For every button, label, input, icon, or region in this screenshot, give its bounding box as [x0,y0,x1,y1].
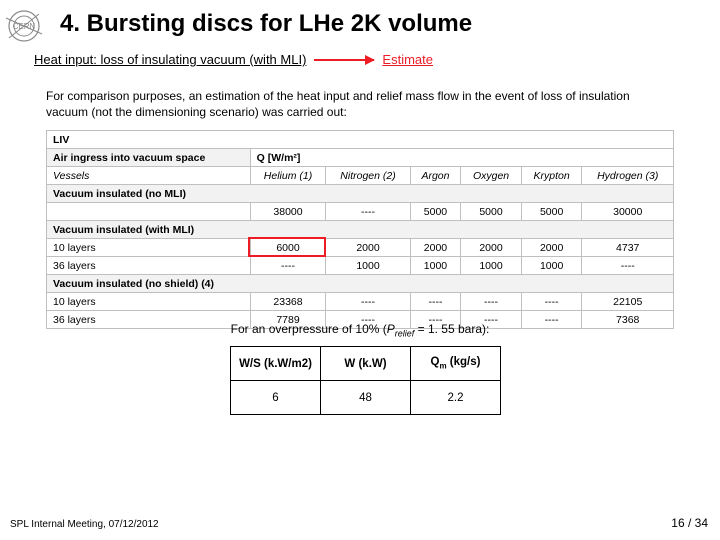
table-cell: ---- [410,293,461,311]
table-cell: ---- [250,257,326,275]
summary-cell: 2.2 [411,381,501,415]
cern-logo: CERN [4,6,44,46]
subtitle-text: Heat input: loss of insulating vacuum (w… [34,52,306,67]
table-cell: ---- [326,293,410,311]
table-row-label: 10 layers [47,239,251,257]
arrow-icon [314,59,374,61]
summary-table: W/S (k.W/m2)W (k.W)Qm (kg/s) 6482.2 [230,346,501,415]
table-cell: ---- [326,203,410,221]
table-cell: 1000 [521,257,582,275]
slide-title: 4. Bursting discs for LHe 2K volume [60,10,472,38]
table-cell: 5000 [410,203,461,221]
summary-cell: 6 [231,381,321,415]
svg-text:CERN: CERN [13,22,36,31]
overpressure-caption: For an overpressure of 10% (Prelief = 1.… [0,322,720,338]
table-cell: 1000 [326,257,410,275]
table-column-header: Vessels [47,167,251,185]
table-cell: 30000 [582,203,674,221]
table-cell: 2000 [326,239,410,257]
table-group-header: Vacuum insulated (no MLI) [47,185,674,203]
footer-right: 16 / 34 [671,516,708,530]
summary-header: W (k.W) [321,347,411,381]
table-cell: 38000 [250,203,326,221]
table-cell: 4737 [582,239,674,257]
table-row-label: 10 layers [47,293,251,311]
table-cell: 2000 [521,239,582,257]
table-group-header: Vacuum insulated (with MLI) [47,221,674,239]
table-liv-label: LIV [47,131,674,149]
overpressure-var: P [387,322,395,336]
table-cell: 6000 [250,239,326,257]
subtitle-row: Heat input: loss of insulating vacuum (w… [34,52,433,67]
table-cell: ---- [582,257,674,275]
summary-header: Qm (kg/s) [411,347,501,381]
overpressure-suffix: = 1. 55 bara): [414,322,489,336]
table-cell: 5000 [521,203,582,221]
summary-cell: 48 [321,381,411,415]
table-q-label: Q [W/m²] [250,149,673,167]
table-column-header: Krypton [521,167,582,185]
table-cell: 1000 [461,257,522,275]
data-table: LIVAir ingress into vacuum spaceQ [W/m²]… [46,130,674,329]
table-cell: ---- [521,293,582,311]
table-cell: 22105 [582,293,674,311]
table-column-header: Hydrogen (3) [582,167,674,185]
table-cell: 2000 [461,239,522,257]
overpressure-prefix: For an overpressure of 10% ( [231,322,387,336]
table-section-label: Air ingress into vacuum space [47,149,251,167]
table-column-header: Argon [410,167,461,185]
table-cell: ---- [461,293,522,311]
table-row-label: 36 layers [47,257,251,275]
table-column-header: Helium (1) [250,167,326,185]
estimate-label: Estimate [382,52,433,67]
summary-header: W/S (k.W/m2) [231,347,321,381]
table-group-header: Vacuum insulated (no shield) (4) [47,275,674,293]
intro-text: For comparison purposes, an estimation o… [46,88,666,120]
table-row-label [47,203,251,221]
table-cell: 5000 [461,203,522,221]
table-cell: 23368 [250,293,326,311]
overpressure-sub: relief [395,328,415,338]
table-cell: 1000 [410,257,461,275]
table-column-header: Oxygen [461,167,522,185]
table-cell: 2000 [410,239,461,257]
footer-left: SPL Internal Meeting, 07/12/2012 [10,519,159,530]
table-column-header: Nitrogen (2) [326,167,410,185]
